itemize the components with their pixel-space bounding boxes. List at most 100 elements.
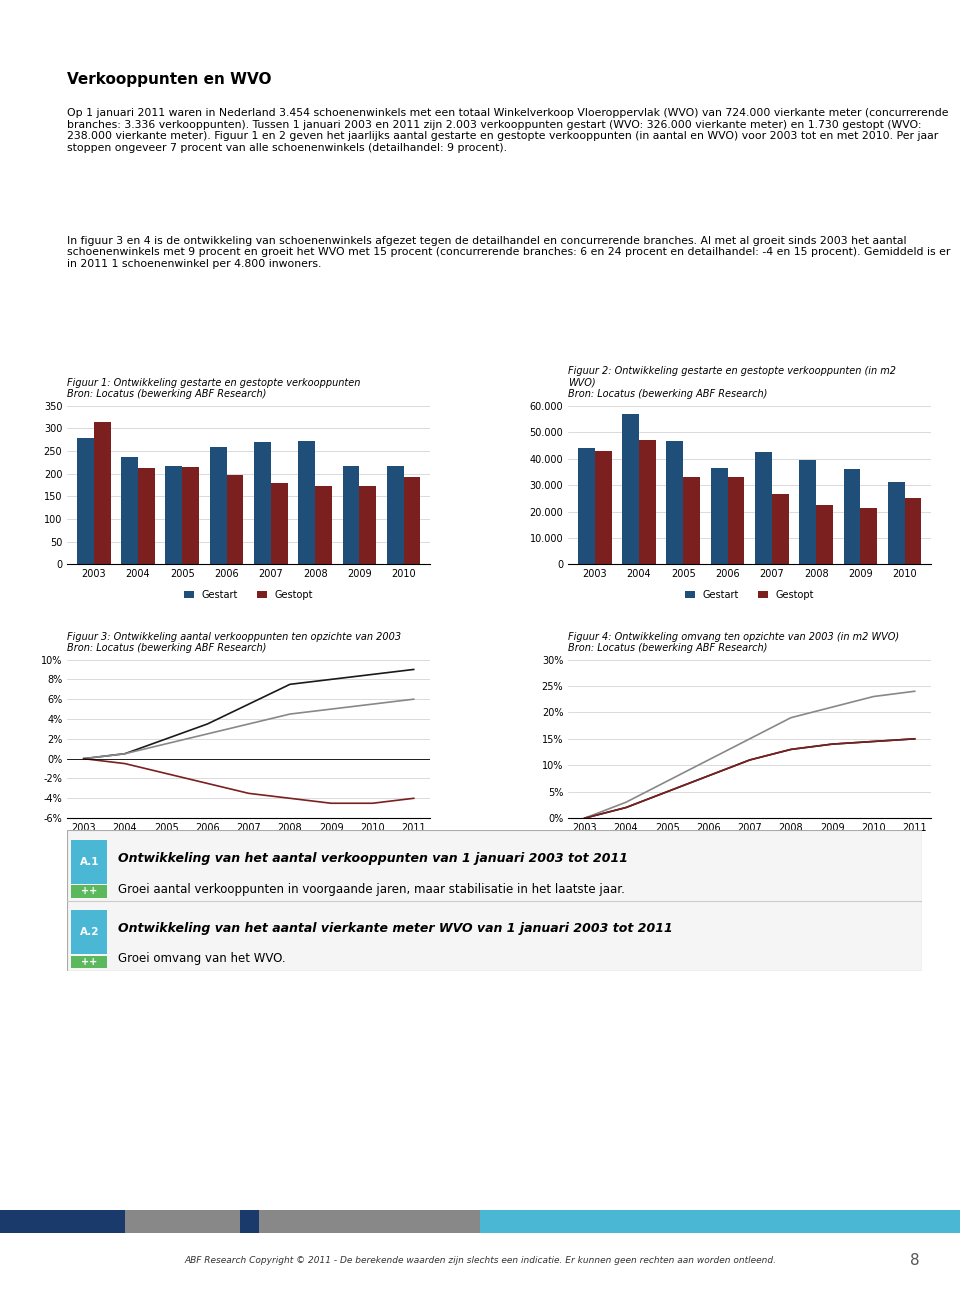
Schoenenwinkels [243, 696, 254, 712]
Line: Detailhandel: Detailhandel [84, 759, 414, 804]
Concurrerende branches [868, 689, 879, 704]
Text: A. SECTOR EN BRANCHE: A. SECTOR EN BRANCHE [667, 20, 931, 38]
Bar [800, 459, 816, 564]
Bar [728, 478, 744, 564]
Concurrerende branches [661, 774, 673, 789]
Detailhandel [703, 768, 714, 784]
Concurrerende branches [703, 753, 714, 768]
Text: Verkooppunten en WVO: Verkooppunten en WVO [67, 72, 272, 86]
Bar [387, 466, 403, 564]
Schoenenwinkels [367, 666, 378, 682]
Concurrerende branches [744, 730, 756, 746]
Bar [0, 1210, 125, 1233]
Detailhandel [579, 810, 590, 826]
Legend: Gestart, Gestopt: Gestart, Gestopt [180, 586, 317, 603]
Bar [888, 483, 904, 564]
Bar [403, 478, 420, 564]
Legend: Schoenenwinkels, Concurrerende branches, Detailhandel: Schoenenwinkels, Concurrerende branches,… [573, 853, 926, 869]
Bar [182, 467, 199, 564]
Concurrerende branches [284, 706, 296, 721]
Bar [138, 467, 155, 564]
Concurrerende branches [119, 746, 131, 762]
Bar [71, 885, 108, 898]
Bar [71, 911, 108, 954]
Bar [77, 437, 94, 564]
Detailhandel [620, 800, 632, 816]
Detailhandel [868, 733, 879, 749]
Bar [772, 495, 789, 564]
Bar [639, 440, 656, 564]
Legend: Schoenenwinkels, Concurrerende branches, Detailhandel: Schoenenwinkels, Concurrerende branches,… [72, 853, 425, 869]
Bar [315, 486, 332, 564]
Bar [860, 508, 877, 564]
Detailhandel [243, 785, 254, 801]
Detailhandel [325, 796, 337, 812]
Bar [666, 441, 684, 564]
Concurrerende branches [620, 795, 632, 810]
Line: Schoenenwinkels: Schoenenwinkels [84, 669, 414, 759]
Concurrerende branches [78, 751, 89, 767]
Bar [125, 1210, 240, 1233]
Line: Schoenenwinkels: Schoenenwinkels [585, 738, 915, 818]
Detailhandel [160, 766, 172, 781]
Concurrerende branches [408, 691, 420, 707]
Detailhandel [661, 784, 673, 800]
Text: A.1: A.1 [80, 856, 99, 867]
Schoenenwinkels [160, 730, 172, 746]
Schoenenwinkels [408, 661, 420, 677]
Schoenenwinkels [909, 730, 921, 746]
Line: Concurrerende branches: Concurrerende branches [84, 699, 414, 759]
Bar [844, 469, 860, 564]
Text: ++: ++ [82, 886, 98, 897]
Line: Concurrerende branches: Concurrerende branches [585, 691, 915, 818]
Bar [271, 483, 288, 564]
Schoenenwinkels [202, 716, 213, 732]
Text: Groei omvang van het WVO.: Groei omvang van het WVO. [118, 952, 286, 965]
Text: Op 1 januari 2011 waren in Nederland 3.454 schoenenwinkels met een totaal Winkel: Op 1 januari 2011 waren in Nederland 3.4… [67, 109, 948, 153]
Text: Groei aantal verkooppunten in voorgaande jaren, maar stabilisatie in het laatste: Groei aantal verkooppunten in voorgaande… [118, 882, 625, 895]
Text: Figuur 2: Ontwikkeling gestarte en gestopte verkooppunten (in m2
WVO)
Bron: Loca: Figuur 2: Ontwikkeling gestarte en gesto… [568, 367, 897, 399]
Detailhandel [78, 751, 89, 767]
Detailhandel [408, 791, 420, 806]
Bar [94, 421, 110, 564]
Text: Figuur 1: Ontwikkeling gestarte en gestopte verkooppunten
Bron: Locatus (bewerki: Figuur 1: Ontwikkeling gestarte en gesto… [67, 378, 361, 399]
Concurrerende branches [909, 683, 921, 699]
Schoenenwinkels [579, 810, 590, 826]
Detailhandel [909, 730, 921, 746]
Schoenenwinkels [620, 800, 632, 816]
Concurrerende branches [243, 716, 254, 732]
Concurrerende branches [160, 736, 172, 751]
Detailhandel [367, 796, 378, 812]
Detailhandel [785, 741, 797, 757]
Bar [816, 505, 833, 564]
Concurrerende branches [827, 699, 838, 715]
Schoenenwinkels [284, 677, 296, 692]
Text: In figuur 3 en 4 is de ontwikkeling van schoenenwinkels afgezet tegen de detailh: In figuur 3 en 4 is de ontwikkeling van … [67, 236, 950, 268]
Concurrerende branches [325, 702, 337, 717]
Bar [71, 840, 108, 884]
Text: Ontwikkeling van het aantal vierkante meter WVO van 1 januari 2003 tot 2011: Ontwikkeling van het aantal vierkante me… [118, 923, 673, 936]
Schoenenwinkels [325, 672, 337, 687]
Bar [710, 467, 728, 564]
Bar [240, 1210, 259, 1233]
Bar [165, 466, 182, 564]
Concurrerende branches [785, 709, 797, 725]
Bar [343, 466, 359, 564]
Schoenenwinkels [78, 751, 89, 767]
Text: ABF Research Copyright © 2011 - De berekende waarden zijn slechts een indicatie.: ABF Research Copyright © 2011 - De berek… [184, 1257, 776, 1264]
Bar [209, 448, 227, 564]
Bar [227, 475, 244, 564]
Concurrerende branches [579, 810, 590, 826]
Bar [254, 442, 271, 564]
Bar [904, 499, 922, 564]
Schoenenwinkels [868, 733, 879, 749]
Detailhandel [202, 775, 213, 791]
Bar [71, 956, 108, 969]
Bar [259, 1210, 480, 1233]
Schoenenwinkels [119, 746, 131, 762]
Schoenenwinkels [661, 784, 673, 800]
Legend: Gestart, Gestopt: Gestart, Gestopt [682, 586, 818, 603]
Bar [359, 486, 376, 564]
Bar [480, 1210, 960, 1233]
Schoenenwinkels [785, 741, 797, 757]
